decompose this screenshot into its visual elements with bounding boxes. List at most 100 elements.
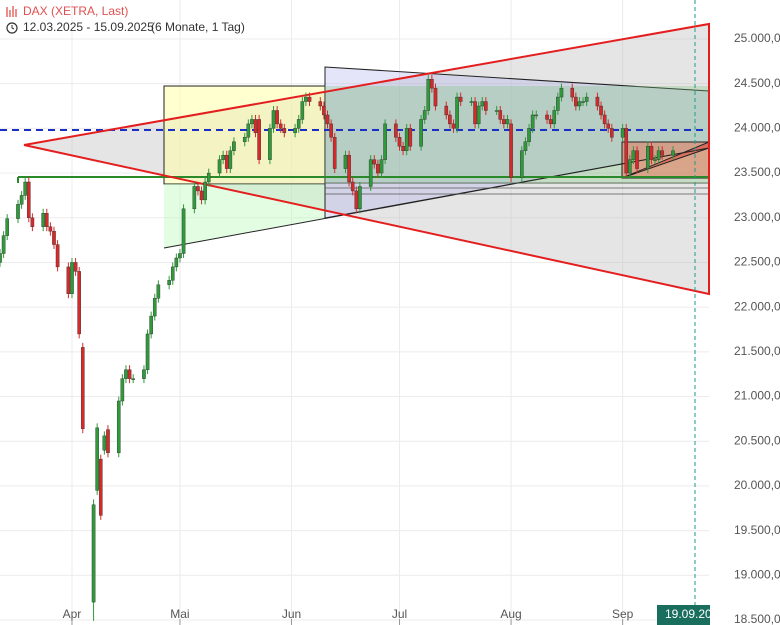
candle-body <box>271 110 276 129</box>
candle-body <box>653 159 657 161</box>
candle-body <box>55 244 60 268</box>
candle-body <box>635 150 639 169</box>
y-tick-label: 21.000,00 <box>734 389 780 403</box>
candle-body <box>278 123 283 129</box>
candle-body <box>649 146 654 160</box>
candle-body <box>145 333 150 370</box>
candle-body <box>502 119 506 125</box>
candle-body <box>98 458 103 516</box>
candle-body <box>275 110 279 125</box>
candle-body <box>455 96 459 129</box>
candle-body <box>419 119 423 147</box>
y-tick-label: 21.500,00 <box>734 344 780 358</box>
candle-body <box>646 146 650 169</box>
candle-body <box>178 253 182 259</box>
candle-body <box>610 128 614 138</box>
candles <box>0 74 675 621</box>
candle-body <box>80 347 85 429</box>
candle-body <box>156 284 161 299</box>
header: DAX (XETRA, Last) 12.03.2025 - 15.09.202… <box>6 4 245 34</box>
candle-body <box>329 123 333 138</box>
candle-body <box>106 429 110 454</box>
candle-body <box>73 262 78 272</box>
candle-body <box>70 262 74 294</box>
candle-body <box>404 128 409 151</box>
candle-body <box>383 123 387 160</box>
candle-body <box>203 181 207 201</box>
candle-body <box>131 378 135 380</box>
candle-body <box>30 217 35 227</box>
x-tick-label: Mai <box>170 607 189 621</box>
x-tick-label: Jun <box>282 607 301 621</box>
y-tick-label: 22.000,00 <box>734 299 780 313</box>
candle-body <box>631 150 636 160</box>
chart-icon <box>6 6 17 17</box>
y-tick-label: 23.000,00 <box>734 210 780 224</box>
candle-body <box>469 101 474 103</box>
candle-body <box>426 78 431 111</box>
y-tick-label: 24.500,00 <box>734 76 780 90</box>
candle-body <box>534 114 539 117</box>
candle-body <box>127 369 132 379</box>
axis-background <box>710 0 780 625</box>
candle-body <box>196 186 200 192</box>
clock-hand <box>11 25 15 30</box>
candle-body <box>77 271 81 335</box>
candle-body <box>174 257 179 268</box>
candle-body <box>246 123 251 138</box>
candle-body <box>250 119 254 125</box>
candle-body <box>300 101 305 120</box>
candle-body <box>228 150 233 169</box>
candle-body <box>448 114 452 125</box>
y-tick-label: 25.000,00 <box>734 31 780 45</box>
candle-body <box>1 235 6 254</box>
candle-body <box>192 186 197 210</box>
candle-body <box>595 96 600 107</box>
candle-body <box>394 123 398 138</box>
candle-body <box>509 123 513 178</box>
y-tick-label: 18.500,00 <box>734 612 780 625</box>
candle-body <box>577 101 582 107</box>
candle-body <box>624 128 629 174</box>
candle-body <box>304 96 308 102</box>
candle-body <box>379 159 384 174</box>
candle-body <box>199 190 204 201</box>
candle-body <box>401 146 405 151</box>
candle-body <box>480 101 485 107</box>
candle-body <box>52 230 56 245</box>
candle-body <box>181 208 186 254</box>
candle-body <box>253 119 258 134</box>
y-tick-label: 22.500,00 <box>734 255 780 269</box>
candle-body <box>120 378 125 402</box>
candle-body <box>574 96 578 107</box>
candle-body <box>372 159 377 165</box>
candle-body <box>242 137 247 142</box>
candle-body <box>505 119 510 125</box>
candle-body <box>257 119 261 160</box>
candle-body <box>41 213 45 227</box>
y-tick-label: 19.000,00 <box>734 567 780 581</box>
candle-body <box>325 114 330 125</box>
candle-body <box>545 114 549 120</box>
cursor-box <box>657 605 710 625</box>
clock-icon <box>6 22 18 34</box>
candle-body <box>527 128 531 142</box>
y-tick-label: 23.500,00 <box>734 165 780 179</box>
candle-body <box>23 181 27 196</box>
candle-body <box>458 96 463 102</box>
candle-body <box>581 101 585 103</box>
candle-body <box>476 105 481 125</box>
candle-body <box>167 280 171 285</box>
x-tick-label: Sep <box>612 607 634 621</box>
candle-body <box>484 101 488 111</box>
candle-body <box>66 266 71 294</box>
candle-body <box>282 128 287 134</box>
candle-body <box>95 427 99 491</box>
candle-body <box>16 204 20 219</box>
candle-body <box>149 315 153 335</box>
candle-body <box>152 297 157 317</box>
triangle-fill <box>24 24 709 294</box>
candle-body <box>347 154 351 183</box>
y-tick-label: 20.000,00 <box>734 478 780 492</box>
